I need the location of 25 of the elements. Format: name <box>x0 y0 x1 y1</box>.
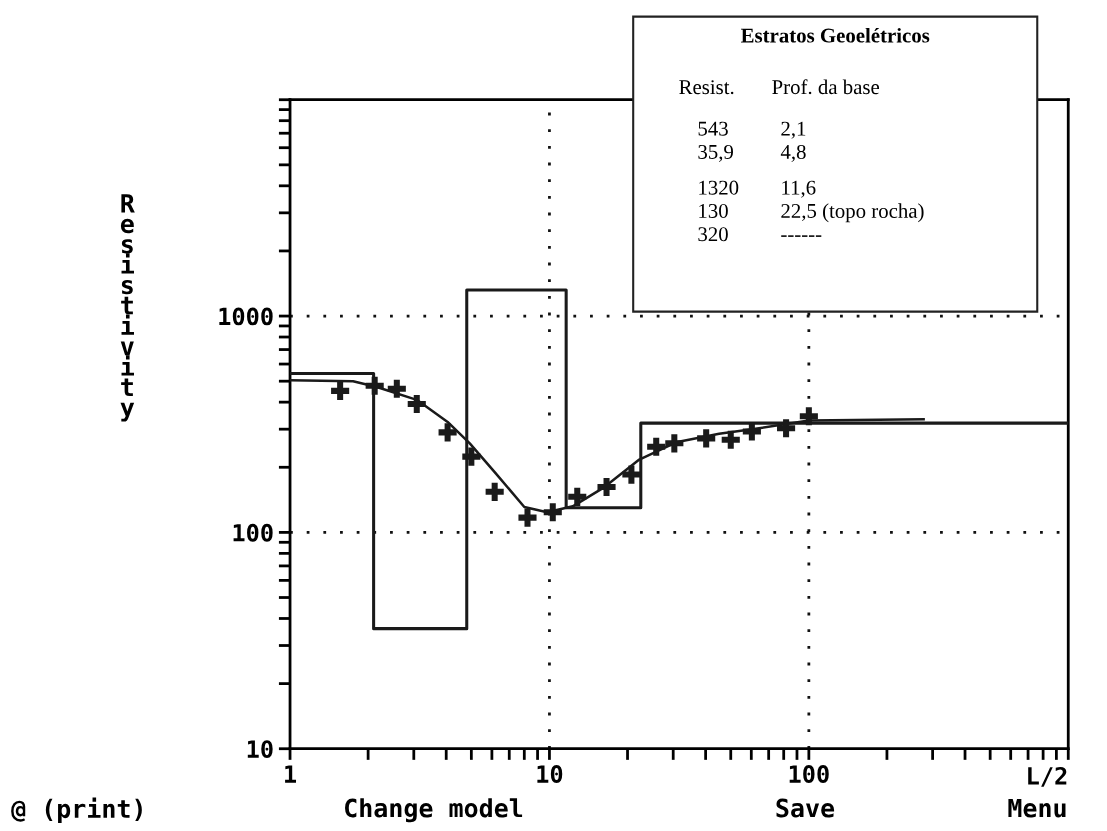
text: @ (print) <box>11 797 142 823</box>
text: Prof. da base <box>772 79 880 95</box>
text: Save <box>776 798 835 818</box>
y-tick-label: 1000 <box>219 307 273 326</box>
annotation: 4,8 <box>780 144 806 162</box>
annotation: 543 <box>698 121 728 136</box>
text: Change model <box>345 798 523 823</box>
y-tick-label: 10 <box>247 740 273 759</box>
annotation: 2,1 <box>781 121 806 139</box>
x-axis-title: L/2 <box>1028 766 1067 787</box>
annotation: ------ <box>781 235 822 237</box>
x-tick-label: 10 <box>537 765 563 783</box>
text: Menu <box>1008 798 1066 818</box>
text: Resistivity <box>120 194 135 422</box>
annotation: 130 <box>699 203 728 218</box>
x-tick-label: 1 <box>285 765 297 783</box>
annotation: 1320 <box>699 180 739 195</box>
x-tick-label: 100 <box>789 765 829 783</box>
annotation: 320 <box>698 227 728 242</box>
annotation: 11,6 <box>782 180 816 198</box>
y-tick-label: 100 <box>233 523 273 542</box>
annotation: 22,5 (topo rocha) <box>781 203 924 223</box>
text: Estratos Geoelétricos <box>741 27 930 43</box>
annotation: 35,9 <box>698 144 734 162</box>
text: Resist. <box>679 80 734 95</box>
